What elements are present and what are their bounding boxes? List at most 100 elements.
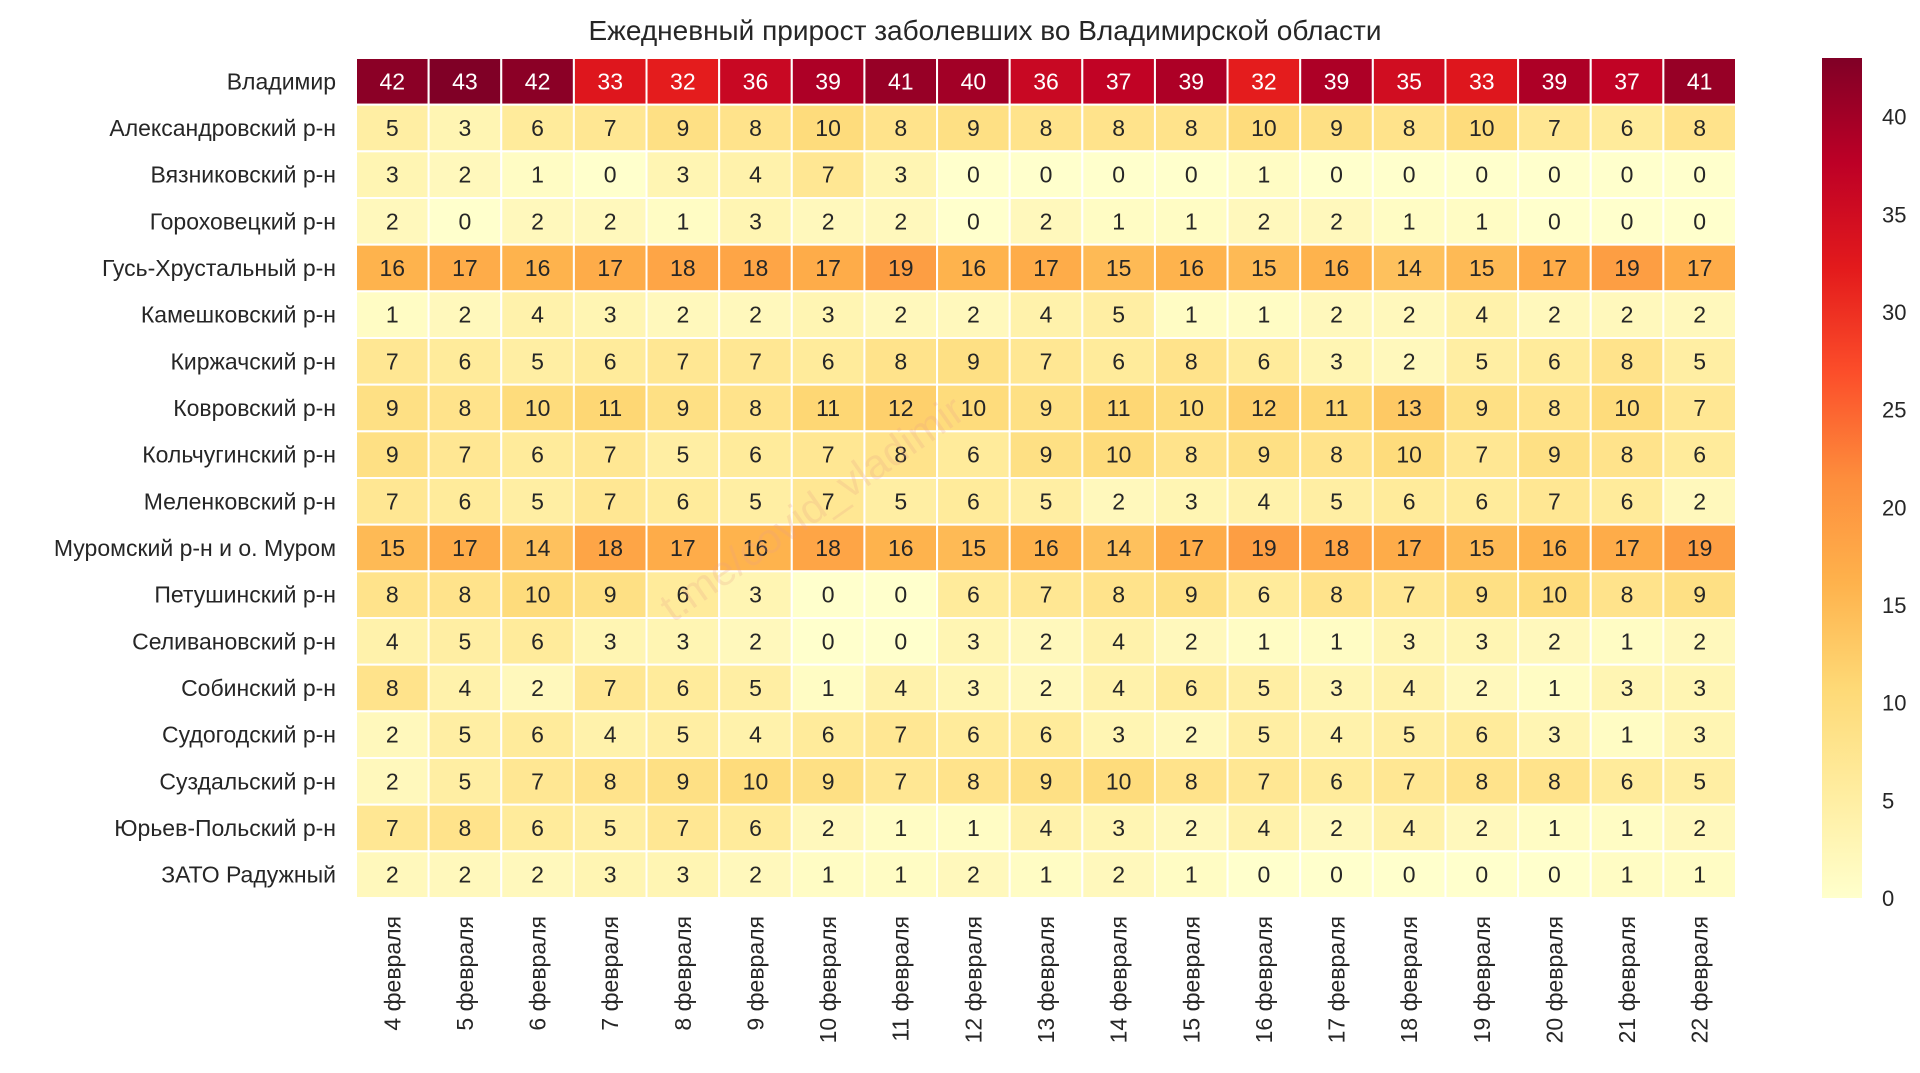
colorbar-tick-label: 25: [1882, 398, 1906, 423]
heatmap-cell: [500, 290, 575, 340]
cell-value-label: 8: [1112, 115, 1125, 141]
heatmap-cell: [1662, 663, 1737, 713]
cell-value-label: 1: [1621, 862, 1634, 888]
cell-value-label: 5: [1330, 488, 1343, 514]
heatmap-cell: [1371, 570, 1447, 619]
cell-value-label: 5: [676, 442, 689, 468]
cell-value-label: 1: [1185, 208, 1198, 234]
heatmap-cell: [572, 617, 648, 666]
cell-value-label: 2: [1693, 815, 1706, 841]
cell-value-label: 16: [961, 255, 987, 281]
cell-value-label: 7: [604, 442, 617, 468]
column-labels: 4 февраля 5 февраля 6 февраля 7 февраля 8 фе…: [379, 916, 1712, 1043]
heatmap-cell: [863, 57, 939, 106]
cell-value-label: 8: [967, 768, 980, 794]
cell-value-label: 1: [894, 862, 907, 888]
cell-value-label: 17: [670, 535, 696, 561]
cell-value-label: 4: [1040, 302, 1053, 328]
cell-value-label: 2: [1330, 302, 1343, 328]
column-label: 8 февраля: [670, 916, 696, 1031]
heatmap-cell: [1226, 337, 1302, 386]
heatmap-cell: [1153, 383, 1229, 433]
heatmap-cell: [1444, 757, 1520, 806]
cell-value-label: 7: [1693, 395, 1706, 421]
cell-value-label: 8: [1330, 442, 1343, 468]
cell-value-label: 11: [1107, 395, 1131, 421]
cell-value-label: 3: [749, 208, 762, 234]
cell-value-label: 10: [743, 768, 769, 794]
heatmap-cell: [1444, 150, 1520, 199]
cell-value-label: 3: [386, 162, 399, 188]
cell-value-label: 2: [822, 208, 835, 234]
cell-value-label: 0: [459, 208, 472, 234]
heatmap-cell: [1153, 757, 1229, 806]
heatmap-cell: [355, 383, 430, 433]
cell-value-label: 12: [888, 395, 914, 421]
heatmap-cell: [427, 337, 503, 386]
cell-value-label: 2: [1693, 488, 1706, 514]
heatmap-cell: [1299, 803, 1374, 853]
heatmap-cell: [1662, 197, 1737, 246]
cell-value-label: 11: [816, 395, 840, 421]
heatmap-cell: [1226, 803, 1302, 853]
cell-value-label: 39: [815, 68, 841, 94]
cell-value-label: 1: [1548, 675, 1561, 701]
cell-value-label: 6: [531, 815, 544, 841]
cell-value-label: 9: [676, 115, 689, 141]
heatmap-cell: [1153, 803, 1229, 853]
cell-value-label: 9: [676, 395, 689, 421]
heatmap-cell: [1589, 103, 1665, 153]
heatmap-cell: [1589, 197, 1665, 246]
cell-value-label: 0: [967, 162, 980, 188]
cell-value-label: 7: [386, 815, 399, 841]
heatmap-cell: [863, 150, 939, 199]
cell-value-label: 4: [1475, 302, 1488, 328]
cell-value-label: 6: [1548, 348, 1561, 374]
cell-value-label: 4: [1112, 628, 1125, 654]
heatmap-cell: [863, 103, 939, 153]
heatmap-cell: [1153, 197, 1229, 246]
heatmap-cell: [863, 477, 939, 526]
heatmap-cell: [1517, 337, 1592, 386]
cell-value-label: 4: [459, 675, 472, 701]
cell-value-label: 0: [1330, 162, 1343, 188]
cell-value-label: 0: [1693, 208, 1706, 234]
cell-value-label: 3: [1693, 675, 1706, 701]
cell-value-label: 3: [676, 628, 689, 654]
cell-value-label: 8: [1693, 115, 1706, 141]
row-label: Собинский р-н: [181, 675, 336, 701]
row-label: Киржачский р-н: [171, 348, 337, 374]
heatmap-cell: [1081, 617, 1156, 666]
cell-value-label: 10: [961, 395, 987, 421]
cell-value-label: 2: [1475, 675, 1488, 701]
heatmap-cell: [572, 150, 648, 199]
cell-value-label: 3: [822, 302, 835, 328]
cell-value-label: 0: [1330, 862, 1343, 888]
heatmap-cell: [1081, 477, 1156, 526]
cell-value-label: 8: [459, 815, 472, 841]
cell-value-label: 6: [822, 722, 835, 748]
cell-value-label: 1: [822, 675, 835, 701]
heatmap-cell: [645, 523, 721, 573]
cell-value-label: 2: [604, 208, 617, 234]
cell-value-label: 11: [1325, 395, 1349, 421]
cell-value-label: 0: [1040, 162, 1053, 188]
heatmap-cell: [1662, 290, 1737, 340]
cell-value-label: 6: [1330, 768, 1343, 794]
cell-value-label: 17: [1033, 255, 1059, 281]
heatmap-cell: [1299, 337, 1374, 386]
cell-value-label: 7: [894, 768, 907, 794]
cell-value-label: 6: [1040, 722, 1053, 748]
heatmap-cell: [1081, 150, 1156, 199]
heatmap-cell: [790, 710, 866, 759]
column-label: 11 февраля: [888, 916, 914, 1042]
column-label: 21 февраля: [1614, 916, 1640, 1043]
heatmap-cell: [1371, 430, 1447, 480]
heatmap-cell: [863, 803, 939, 853]
column-label: 19 февраля: [1469, 916, 1495, 1043]
heatmap-cell: [1444, 710, 1520, 759]
column-label: 16 февраля: [1251, 916, 1277, 1043]
cell-value-label: 3: [967, 628, 980, 654]
heatmap-cell: [1008, 757, 1084, 806]
